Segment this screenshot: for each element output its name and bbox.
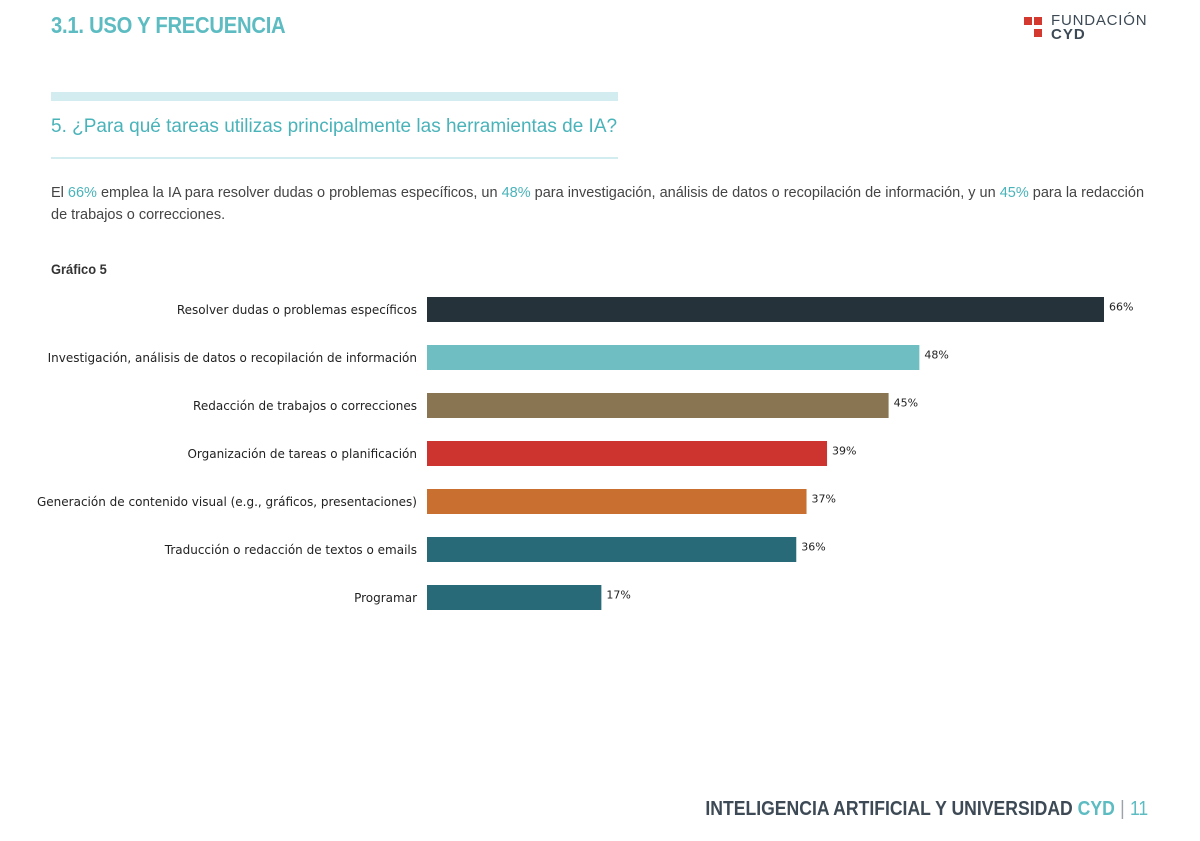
value-label: 66% xyxy=(1109,301,1133,314)
highlight-66: 66% xyxy=(67,185,97,201)
bar xyxy=(427,537,797,562)
logo-square-icon xyxy=(1034,29,1042,37)
footer-brand: CYD xyxy=(1077,798,1115,820)
value-label: 36% xyxy=(801,541,825,554)
fundacion-cyd-logo: FUNDACIÓN CYD xyxy=(1024,12,1154,44)
value-label: 39% xyxy=(832,445,856,458)
highlight-45: 45% xyxy=(999,185,1029,201)
logo-square-icon xyxy=(1024,17,1032,25)
value-label: 45% xyxy=(894,397,918,410)
category-label: Redacción de trabajos o correcciones xyxy=(193,399,417,413)
footer: INTELIGENCIA ARTIFICIAL Y UNIVERSIDAD CY… xyxy=(705,798,1148,821)
bar xyxy=(427,345,920,370)
logo-square-icon xyxy=(1034,17,1042,25)
chart-label: Gráfico 5 xyxy=(51,261,107,277)
bar xyxy=(427,441,828,466)
footer-separator: | xyxy=(1119,798,1125,820)
logo-text-line1: FUNDACIÓN xyxy=(1051,12,1148,29)
question-title: 5. ¿Para qué tareas utilizas principalme… xyxy=(51,116,618,137)
divider xyxy=(51,157,618,159)
bar xyxy=(427,585,602,610)
footer-title: INTELIGENCIA ARTIFICIAL Y UNIVERSIDAD xyxy=(705,798,1073,820)
category-label: Traducción o redacción de textos o email… xyxy=(164,543,417,557)
category-label: Generación de contenido visual (e.g., gr… xyxy=(37,495,417,509)
value-label: 37% xyxy=(812,493,836,506)
category-label: Programar xyxy=(354,591,417,605)
bar xyxy=(427,489,807,514)
value-label: 17% xyxy=(606,589,630,602)
decorative-band xyxy=(51,92,618,101)
category-label: Investigación, análisis de datos o recop… xyxy=(48,351,417,365)
value-label: 48% xyxy=(924,349,948,362)
highlight-48: 48% xyxy=(501,185,531,201)
section-title: 3.1. USO Y FRECUENCIA xyxy=(51,12,286,38)
category-label: Resolver dudas o problemas específicos xyxy=(177,303,417,317)
category-label: Organización de tareas o planificación xyxy=(187,447,417,461)
bar xyxy=(427,393,889,418)
logo-text-line2: CYD xyxy=(1051,26,1086,43)
bar-chart: Resolver dudas o problemas específicos 66… xyxy=(37,297,1133,610)
bar xyxy=(427,297,1104,322)
page-number: 11 xyxy=(1129,798,1148,820)
intro-paragraph: El 66% emplea la IA para resolver dudas … xyxy=(51,185,1145,223)
